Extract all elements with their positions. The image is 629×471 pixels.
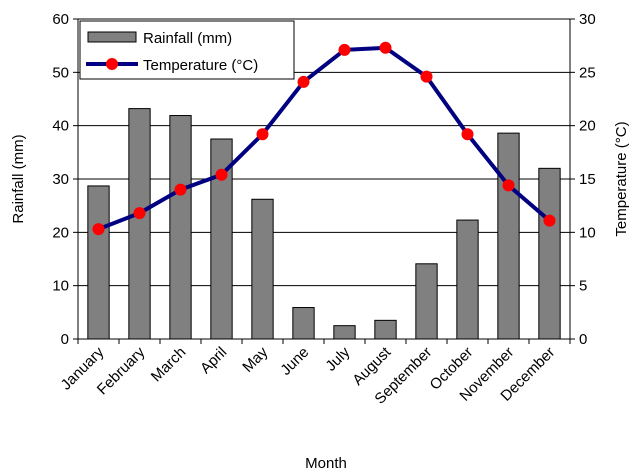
rainfall-bars — [87, 108, 561, 340]
legend-rainfall-swatch — [87, 31, 137, 43]
right-axis-title: Temperature (°C) — [613, 121, 629, 236]
temperature-point — [379, 41, 392, 54]
rainfall-bar — [415, 263, 438, 340]
left-tick-label: 60 — [52, 11, 69, 28]
right-tick-label: 15 — [579, 171, 596, 188]
rainfall-bar — [169, 115, 192, 340]
legend-rainfall-label: Rainfall (mm) — [143, 30, 232, 47]
rainfall-bar — [538, 167, 561, 340]
left-axis-title: Rainfall (mm) — [10, 134, 27, 223]
temperature-point — [543, 214, 556, 227]
left-tick-label: 40 — [52, 118, 69, 135]
temperature-point — [256, 128, 269, 141]
legend: Rainfall (mm) Temperature (°C) — [79, 20, 295, 80]
left-tick-label: 10 — [52, 278, 69, 295]
right-tick-label: 25 — [579, 64, 596, 81]
rainfall-bar — [292, 307, 315, 340]
grid-lines — [78, 71, 570, 287]
left-tick-label: 30 — [52, 171, 69, 188]
temperature-point — [461, 128, 474, 141]
right-tick-label: 0 — [579, 331, 587, 348]
temperature-point — [92, 223, 105, 236]
x-axis-title: Month — [305, 455, 347, 471]
temperature-point — [215, 168, 228, 181]
x-tick-label: July — [322, 343, 353, 374]
right-tick-label: 20 — [579, 118, 596, 135]
right-tick-label: 30 — [579, 11, 596, 28]
rainfall-bar — [333, 325, 356, 340]
right-tick-label: 5 — [579, 278, 587, 295]
legend-temperature-label: Temperature (°C) — [143, 57, 258, 74]
left-tick-label: 50 — [52, 64, 69, 81]
rainfall-bar — [374, 319, 397, 340]
rainfall-bar — [87, 185, 110, 340]
temperature-point — [174, 183, 187, 196]
rainfall-bar — [456, 219, 479, 340]
temperature-point — [133, 207, 146, 220]
x-tick-label: March — [148, 344, 189, 385]
x-tick-label: May — [239, 343, 271, 375]
rainfall-bar — [251, 198, 274, 340]
left-tick-label: 20 — [52, 224, 69, 241]
legend-box — [79, 20, 295, 80]
temperature-point — [338, 43, 351, 56]
rainfall-bar — [128, 108, 151, 340]
right-tick-label: 10 — [579, 224, 596, 241]
rainfall-bar — [497, 132, 520, 340]
temperature-line — [92, 41, 556, 236]
temperature-point — [420, 70, 433, 83]
temperature-point — [297, 75, 310, 88]
x-tick-label: June — [277, 344, 312, 379]
legend-temperature-marker — [106, 58, 118, 70]
temperature-point — [502, 179, 515, 192]
x-tick-label: April — [197, 344, 230, 377]
left-tick-label: 0 — [61, 331, 69, 348]
temperature-series-line — [97, 45, 551, 231]
axes — [73, 18, 575, 344]
